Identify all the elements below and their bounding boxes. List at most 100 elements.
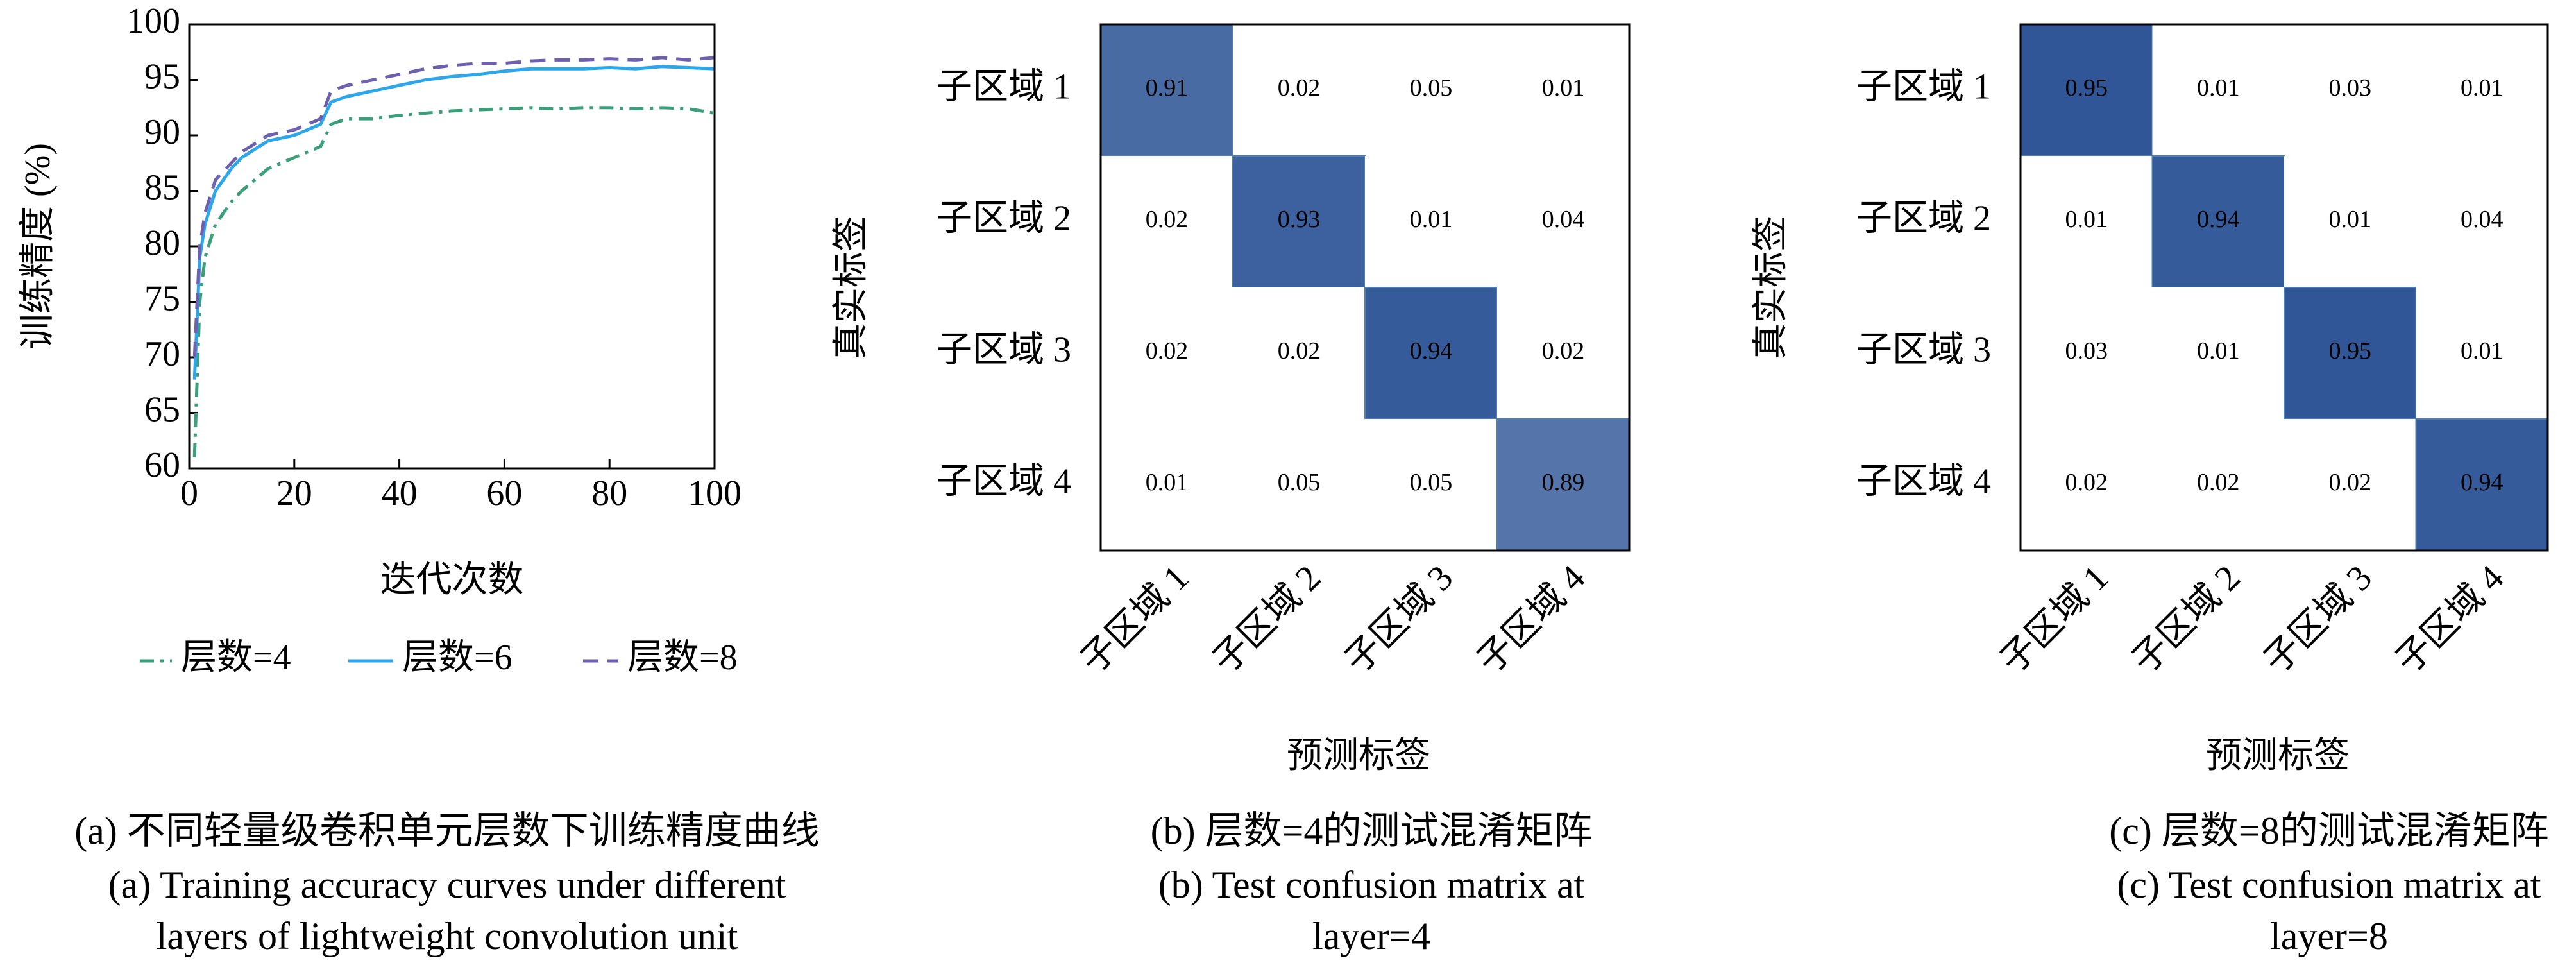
cell-label: 0.01 (2197, 74, 2240, 101)
y-tick-label: 60 (144, 445, 180, 485)
cell (1365, 156, 1497, 287)
y-tick-label: 80 (144, 223, 180, 263)
y-tick-label: 100 (126, 1, 180, 41)
cell (2284, 419, 2416, 551)
plot-frame (2019, 23, 2549, 552)
cell (1364, 287, 1498, 420)
y-tick-label: 70 (144, 334, 180, 374)
cell (2021, 287, 2153, 419)
cell-label: 0.95 (2065, 74, 2108, 101)
y-tick-label: 95 (144, 56, 180, 96)
x-tick-label: 子区域 4 (1470, 558, 1593, 681)
cell (1365, 24, 1497, 156)
x-tick-label: 80 (591, 474, 627, 513)
y-tick-label: 子区域 3 (936, 330, 1071, 370)
y-tick-label: 子区域 4 (936, 461, 1071, 501)
cell (1497, 24, 1629, 156)
x-tick-label: 子区域 4 (2388, 558, 2511, 681)
cell-label: 0.01 (2065, 206, 2108, 233)
plot-frame (188, 23, 716, 470)
x-tick-label: 60 (486, 474, 522, 513)
y-axis-label: 训练精度 (%) (18, 143, 58, 350)
y-tick-label: 子区域 1 (1856, 67, 1991, 107)
cell-label: 0.02 (2329, 469, 2372, 496)
cell (1233, 287, 1365, 419)
caption: (a) 不同轻量级卷积单元层数下训练精度曲线 (74, 810, 820, 852)
cell (2151, 155, 2285, 288)
cell (2284, 156, 2416, 287)
cell-label: 0.02 (2065, 469, 2108, 496)
cell-label: 0.05 (1278, 469, 1321, 496)
cell-label: 0.02 (1542, 337, 1585, 364)
cell (1232, 155, 1366, 288)
cell-label: 0.01 (2461, 337, 2504, 364)
cell (2152, 419, 2284, 551)
caption: (b) 层数=4的测试混淆矩阵 (1151, 810, 1593, 852)
x-tick-label: 子区域 2 (2124, 558, 2248, 681)
y-tick-label: 子区域 2 (1856, 198, 1991, 238)
cell (2152, 287, 2284, 419)
legend-label: 层数=4 (181, 638, 291, 678)
cell-label: 0.01 (1542, 74, 1585, 101)
y-tick-label: 子区域 3 (1856, 330, 1991, 370)
cell-label: 0.05 (1410, 469, 1453, 496)
cell (2284, 287, 2417, 420)
cell-label: 0.94 (2197, 206, 2240, 233)
cell (1101, 419, 1233, 551)
cell (2416, 24, 2548, 156)
y-tick-label: 子区域 2 (936, 198, 1071, 238)
caption: layers of lightweight convolution unit (157, 915, 738, 957)
cell-label: 0.01 (2197, 337, 2240, 364)
plot-frame (1099, 23, 1631, 552)
cell (1365, 419, 1497, 551)
y-tick-label: 65 (144, 389, 180, 429)
cell-label: 0.02 (1146, 206, 1189, 233)
cell (2416, 156, 2548, 287)
cell (2415, 418, 2548, 551)
series-line (192, 56, 715, 358)
cell (2021, 156, 2153, 287)
cell (1100, 24, 1233, 157)
cell (1497, 156, 1629, 287)
legend-label: 层数=6 (402, 638, 513, 678)
cell-label: 0.94 (2461, 469, 2504, 496)
caption: layer=4 (1312, 915, 1430, 957)
cell-label: 0.03 (2329, 74, 2372, 101)
y-tick-label: 90 (144, 112, 180, 152)
cell-label: 0.04 (1542, 206, 1585, 233)
cell-label: 0.01 (1146, 469, 1189, 496)
x-axis-label: 预测标签 (1287, 736, 1430, 776)
series-line (192, 106, 715, 457)
caption: (c) Test confusion matrix at (2117, 864, 2541, 906)
y-tick-label: 子区域 1 (936, 67, 1071, 107)
x-axis-label: 预测标签 (2206, 736, 2350, 776)
cell-label: 0.05 (1410, 74, 1453, 101)
caption: (c) 层数=8的测试混淆矩阵 (2109, 810, 2548, 852)
cell-label: 0.02 (1278, 74, 1321, 101)
x-tick-label: 子区域 3 (2257, 558, 2380, 681)
x-tick-label: 子区域 3 (1337, 558, 1461, 681)
cell (2021, 419, 2153, 551)
x-tick-label: 40 (382, 474, 418, 513)
legend-label: 层数=8 (627, 638, 738, 678)
cell-label: 0.02 (2197, 469, 2240, 496)
x-tick-label: 100 (688, 474, 741, 513)
cell (2020, 24, 2153, 157)
y-axis-label: 真实标签 (1751, 216, 1791, 359)
caption: (a) Training accuracy curves under diffe… (108, 864, 786, 906)
cell-label: 0.04 (2461, 206, 2504, 233)
y-tick-label: 85 (144, 167, 180, 207)
x-tick-label: 子区域 2 (1205, 558, 1328, 681)
cell (1233, 24, 1365, 156)
cell-label: 0.93 (1278, 206, 1321, 233)
cell-label: 0.02 (1278, 337, 1321, 364)
cell (1233, 419, 1365, 551)
cell-label: 0.01 (2329, 206, 2372, 233)
caption: (b) Test confusion matrix at (1158, 864, 1585, 906)
cell (1497, 287, 1629, 419)
cell (2284, 24, 2416, 156)
cell-label: 0.03 (2065, 337, 2108, 364)
cell (2152, 24, 2284, 156)
cell-label: 0.94 (1410, 337, 1453, 364)
